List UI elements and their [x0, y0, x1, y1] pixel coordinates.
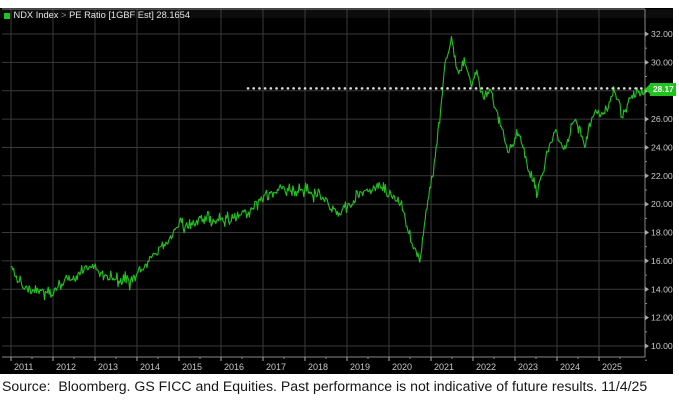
svg-text:2019: 2019	[350, 362, 370, 372]
svg-text:2017: 2017	[266, 362, 286, 372]
svg-text:2018: 2018	[308, 362, 328, 372]
svg-text:22.00: 22.00	[651, 171, 673, 181]
svg-text:26.00: 26.00	[651, 114, 673, 124]
svg-text:2011: 2011	[14, 362, 33, 372]
svg-text:2020: 2020	[392, 362, 412, 372]
svg-text:2013: 2013	[98, 362, 118, 372]
svg-text:2023: 2023	[518, 362, 538, 372]
svg-text:2022: 2022	[476, 362, 496, 372]
svg-text:2025: 2025	[602, 362, 622, 372]
svg-text:2021: 2021	[434, 362, 454, 372]
svg-text:12.00: 12.00	[651, 313, 673, 323]
svg-text:30.00: 30.00	[651, 57, 673, 67]
svg-text:18.00: 18.00	[651, 228, 673, 238]
svg-text:2014: 2014	[140, 362, 160, 372]
svg-text:20.00: 20.00	[651, 199, 673, 209]
svg-text:2012: 2012	[56, 362, 76, 372]
svg-text:24.00: 24.00	[651, 143, 673, 153]
svg-text:2024: 2024	[560, 362, 580, 372]
svg-text:14.00: 14.00	[651, 284, 673, 294]
svg-text:16.00: 16.00	[651, 256, 673, 266]
svg-text:2015: 2015	[182, 362, 202, 372]
svg-text:2016: 2016	[224, 362, 244, 372]
svg-text:32.00: 32.00	[651, 29, 673, 39]
svg-text:10.00: 10.00	[651, 341, 673, 351]
